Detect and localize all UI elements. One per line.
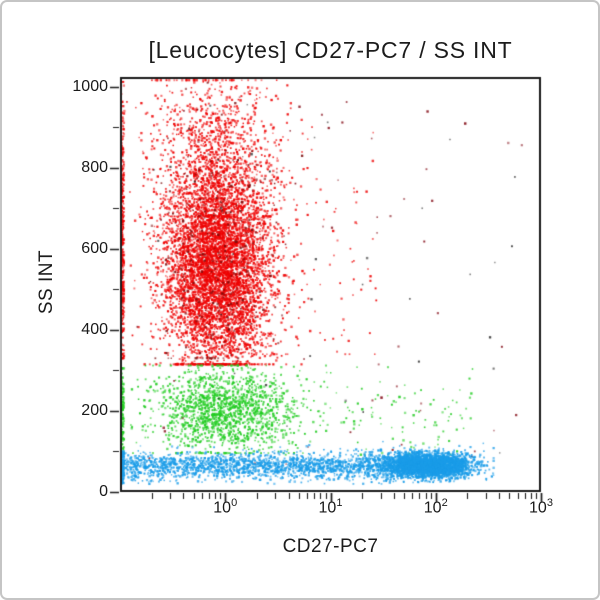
y-tick-label: 400 (81, 320, 108, 338)
y-tick-label: 1000 (72, 77, 108, 95)
x-tick-label: 100 (213, 497, 238, 517)
x-tick-label: 103 (529, 497, 553, 517)
x-tick-label: 101 (318, 497, 343, 517)
x-tick-label: 102 (423, 497, 448, 517)
chart-title: [Leucocytes] CD27-PC7 / SS INT (148, 37, 513, 63)
y-tick-label: 0 (99, 483, 108, 500)
y-tick-label: 800 (81, 158, 108, 176)
y-tick-label: 200 (81, 401, 108, 419)
y-axis-label: SS INT (36, 249, 57, 315)
y-tick-label: 600 (81, 239, 108, 257)
x-axis-label: CD27-PC7 (282, 536, 379, 557)
